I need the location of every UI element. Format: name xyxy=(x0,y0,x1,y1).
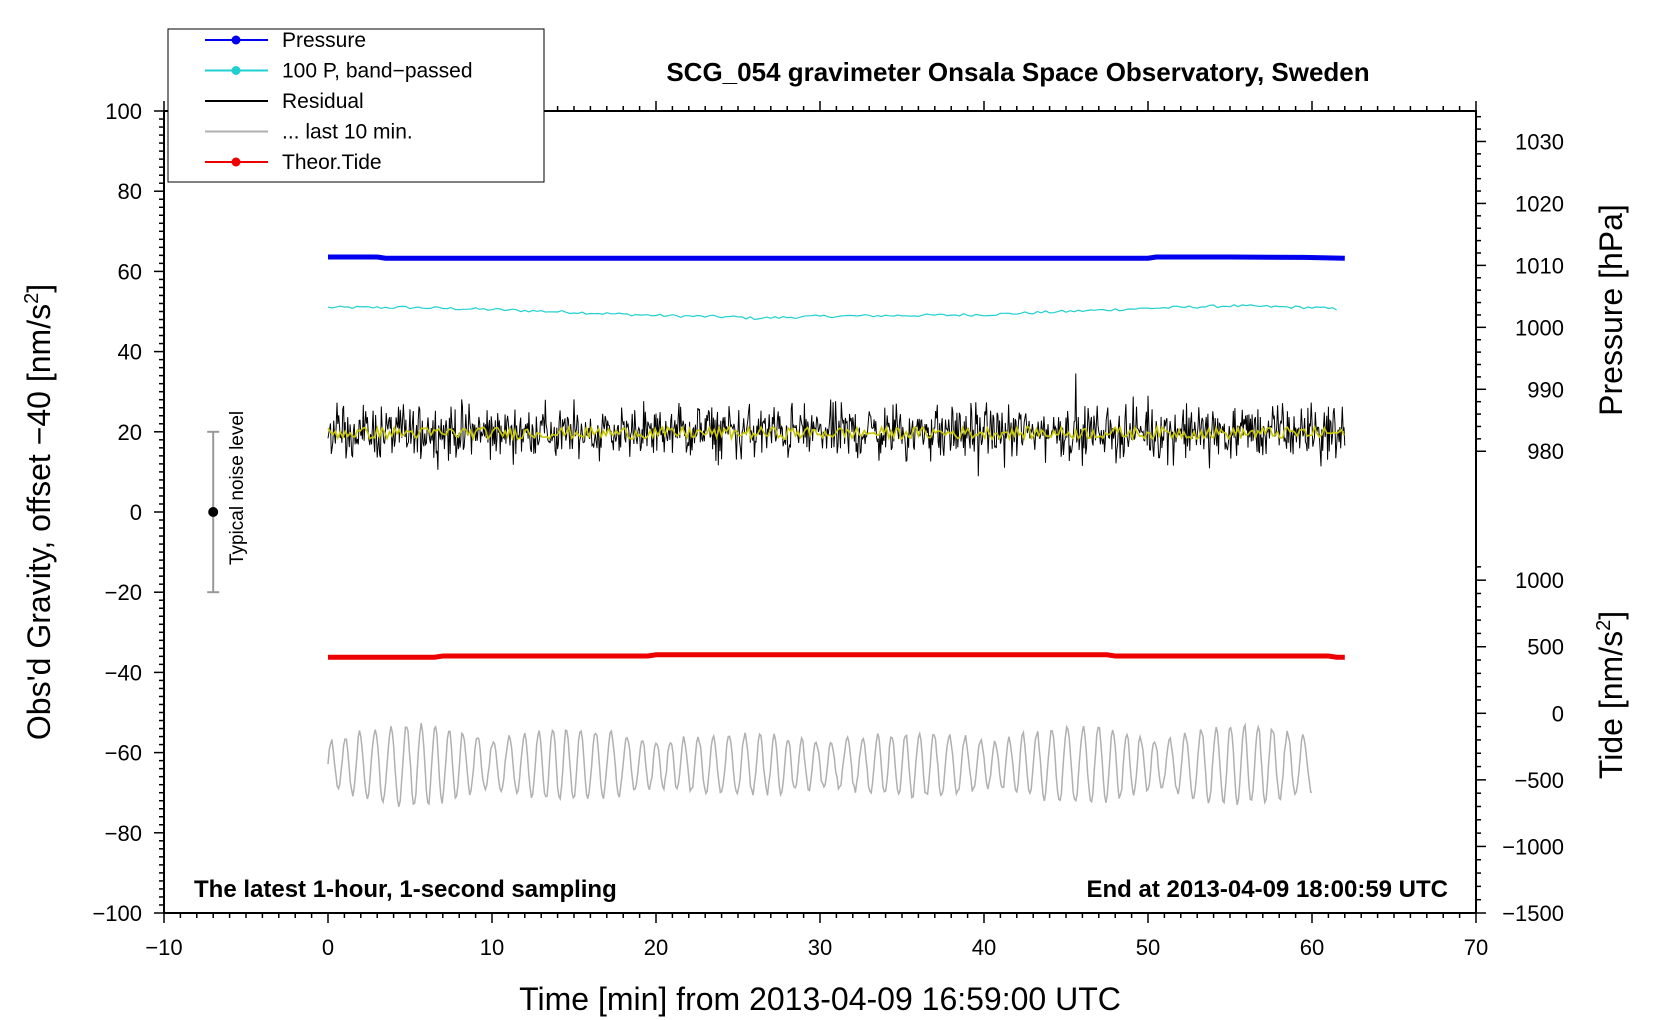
pressure-tick-label: 1010 xyxy=(1515,253,1564,278)
note-right: End at 2013-04-09 18:00:59 UTC xyxy=(1087,876,1449,903)
tide-tick-label: 500 xyxy=(1527,635,1564,660)
y-tick-label: −20 xyxy=(105,580,142,605)
x-tick-label: 10 xyxy=(480,935,504,960)
y-tick-label: −100 xyxy=(92,901,142,926)
x-tick-label: 70 xyxy=(1464,935,1488,960)
legend-marker xyxy=(231,157,241,167)
noise-bar-dot xyxy=(208,507,219,517)
series-theor-tide xyxy=(328,652,1345,660)
tide-tick-label: 1000 xyxy=(1515,568,1564,593)
tide-tick-label: 0 xyxy=(1552,701,1564,726)
pressure-axis-title: Pressure [hPa] xyxy=(1593,204,1629,416)
chart-title: SCG_054 gravimeter Onsala Space Observat… xyxy=(666,57,1369,87)
tide-axis-title: Tide [nm/s2] xyxy=(1593,611,1629,779)
legend-label: Residual xyxy=(282,90,364,113)
legend-box xyxy=(167,28,545,183)
noise-label: Typical noise level xyxy=(227,411,248,565)
series-pressure xyxy=(328,254,1345,261)
x-tick-label: 0 xyxy=(322,935,334,960)
plot-frame xyxy=(163,110,1477,914)
pressure-tick-label: 1000 xyxy=(1515,315,1564,340)
tide-tick-label: −1000 xyxy=(1502,834,1564,859)
pressure-tick-label: 990 xyxy=(1527,377,1564,402)
legend-marker xyxy=(231,35,241,45)
x-tick-label: −10 xyxy=(145,935,182,960)
axis-labels: −10 0 10 20 30 40 50 60 70100806040200−20−40−60−… xyxy=(92,99,1564,960)
pressure-tick-label: 1020 xyxy=(1515,191,1564,216)
series-layer xyxy=(327,254,1346,807)
legend-label: ... last 10 min. xyxy=(282,121,413,144)
y-tick-label: 20 xyxy=(118,420,142,445)
series-residual xyxy=(327,373,1346,477)
series-residual-smoothed xyxy=(327,424,1345,442)
series-last-10-min xyxy=(327,722,1313,807)
legend-label: Theor.Tide xyxy=(282,151,382,174)
y-tick-label: 0 xyxy=(130,500,142,525)
x-tick-label: 50 xyxy=(1136,935,1160,960)
y-tick-label: −80 xyxy=(105,821,142,846)
legend: Pressure 100 P, band−passed Residual ... la… xyxy=(167,28,545,183)
x-tick-label: 40 xyxy=(972,935,996,960)
y-axis-title: Obs'd Gravity, offset −40 [nm/s2] xyxy=(21,284,57,740)
noise-bar: Typical noise level xyxy=(207,411,248,594)
y-tick-label: −40 xyxy=(105,660,142,685)
x-tick-label: 20 xyxy=(644,935,668,960)
series-band-passed xyxy=(327,304,1337,321)
x-tick-label: 30 xyxy=(808,935,832,960)
legend-label: Pressure xyxy=(282,29,366,52)
pressure-tick-label: 980 xyxy=(1527,439,1564,464)
tide-tick-label: −500 xyxy=(1514,768,1564,793)
y-tick-label: −60 xyxy=(105,741,142,766)
y-tick-label: 80 xyxy=(118,179,142,204)
y-tick-label: 60 xyxy=(118,259,142,284)
y-tick-label: 100 xyxy=(105,99,142,124)
x-axis-title: Time [min] from 2013-04-09 16:59:00 UTC xyxy=(519,981,1121,1017)
x-tick-label: 60 xyxy=(1300,935,1324,960)
axis-ticks xyxy=(154,101,1486,923)
legend-label: 100 P, band−passed xyxy=(282,60,473,83)
y-tick-label: 40 xyxy=(118,340,142,365)
note-left: The latest 1-hour, 1-second sampling xyxy=(194,876,617,903)
legend-marker xyxy=(231,66,241,75)
tide-tick-label: −1500 xyxy=(1502,901,1564,926)
pressure-tick-label: 1030 xyxy=(1515,129,1564,154)
